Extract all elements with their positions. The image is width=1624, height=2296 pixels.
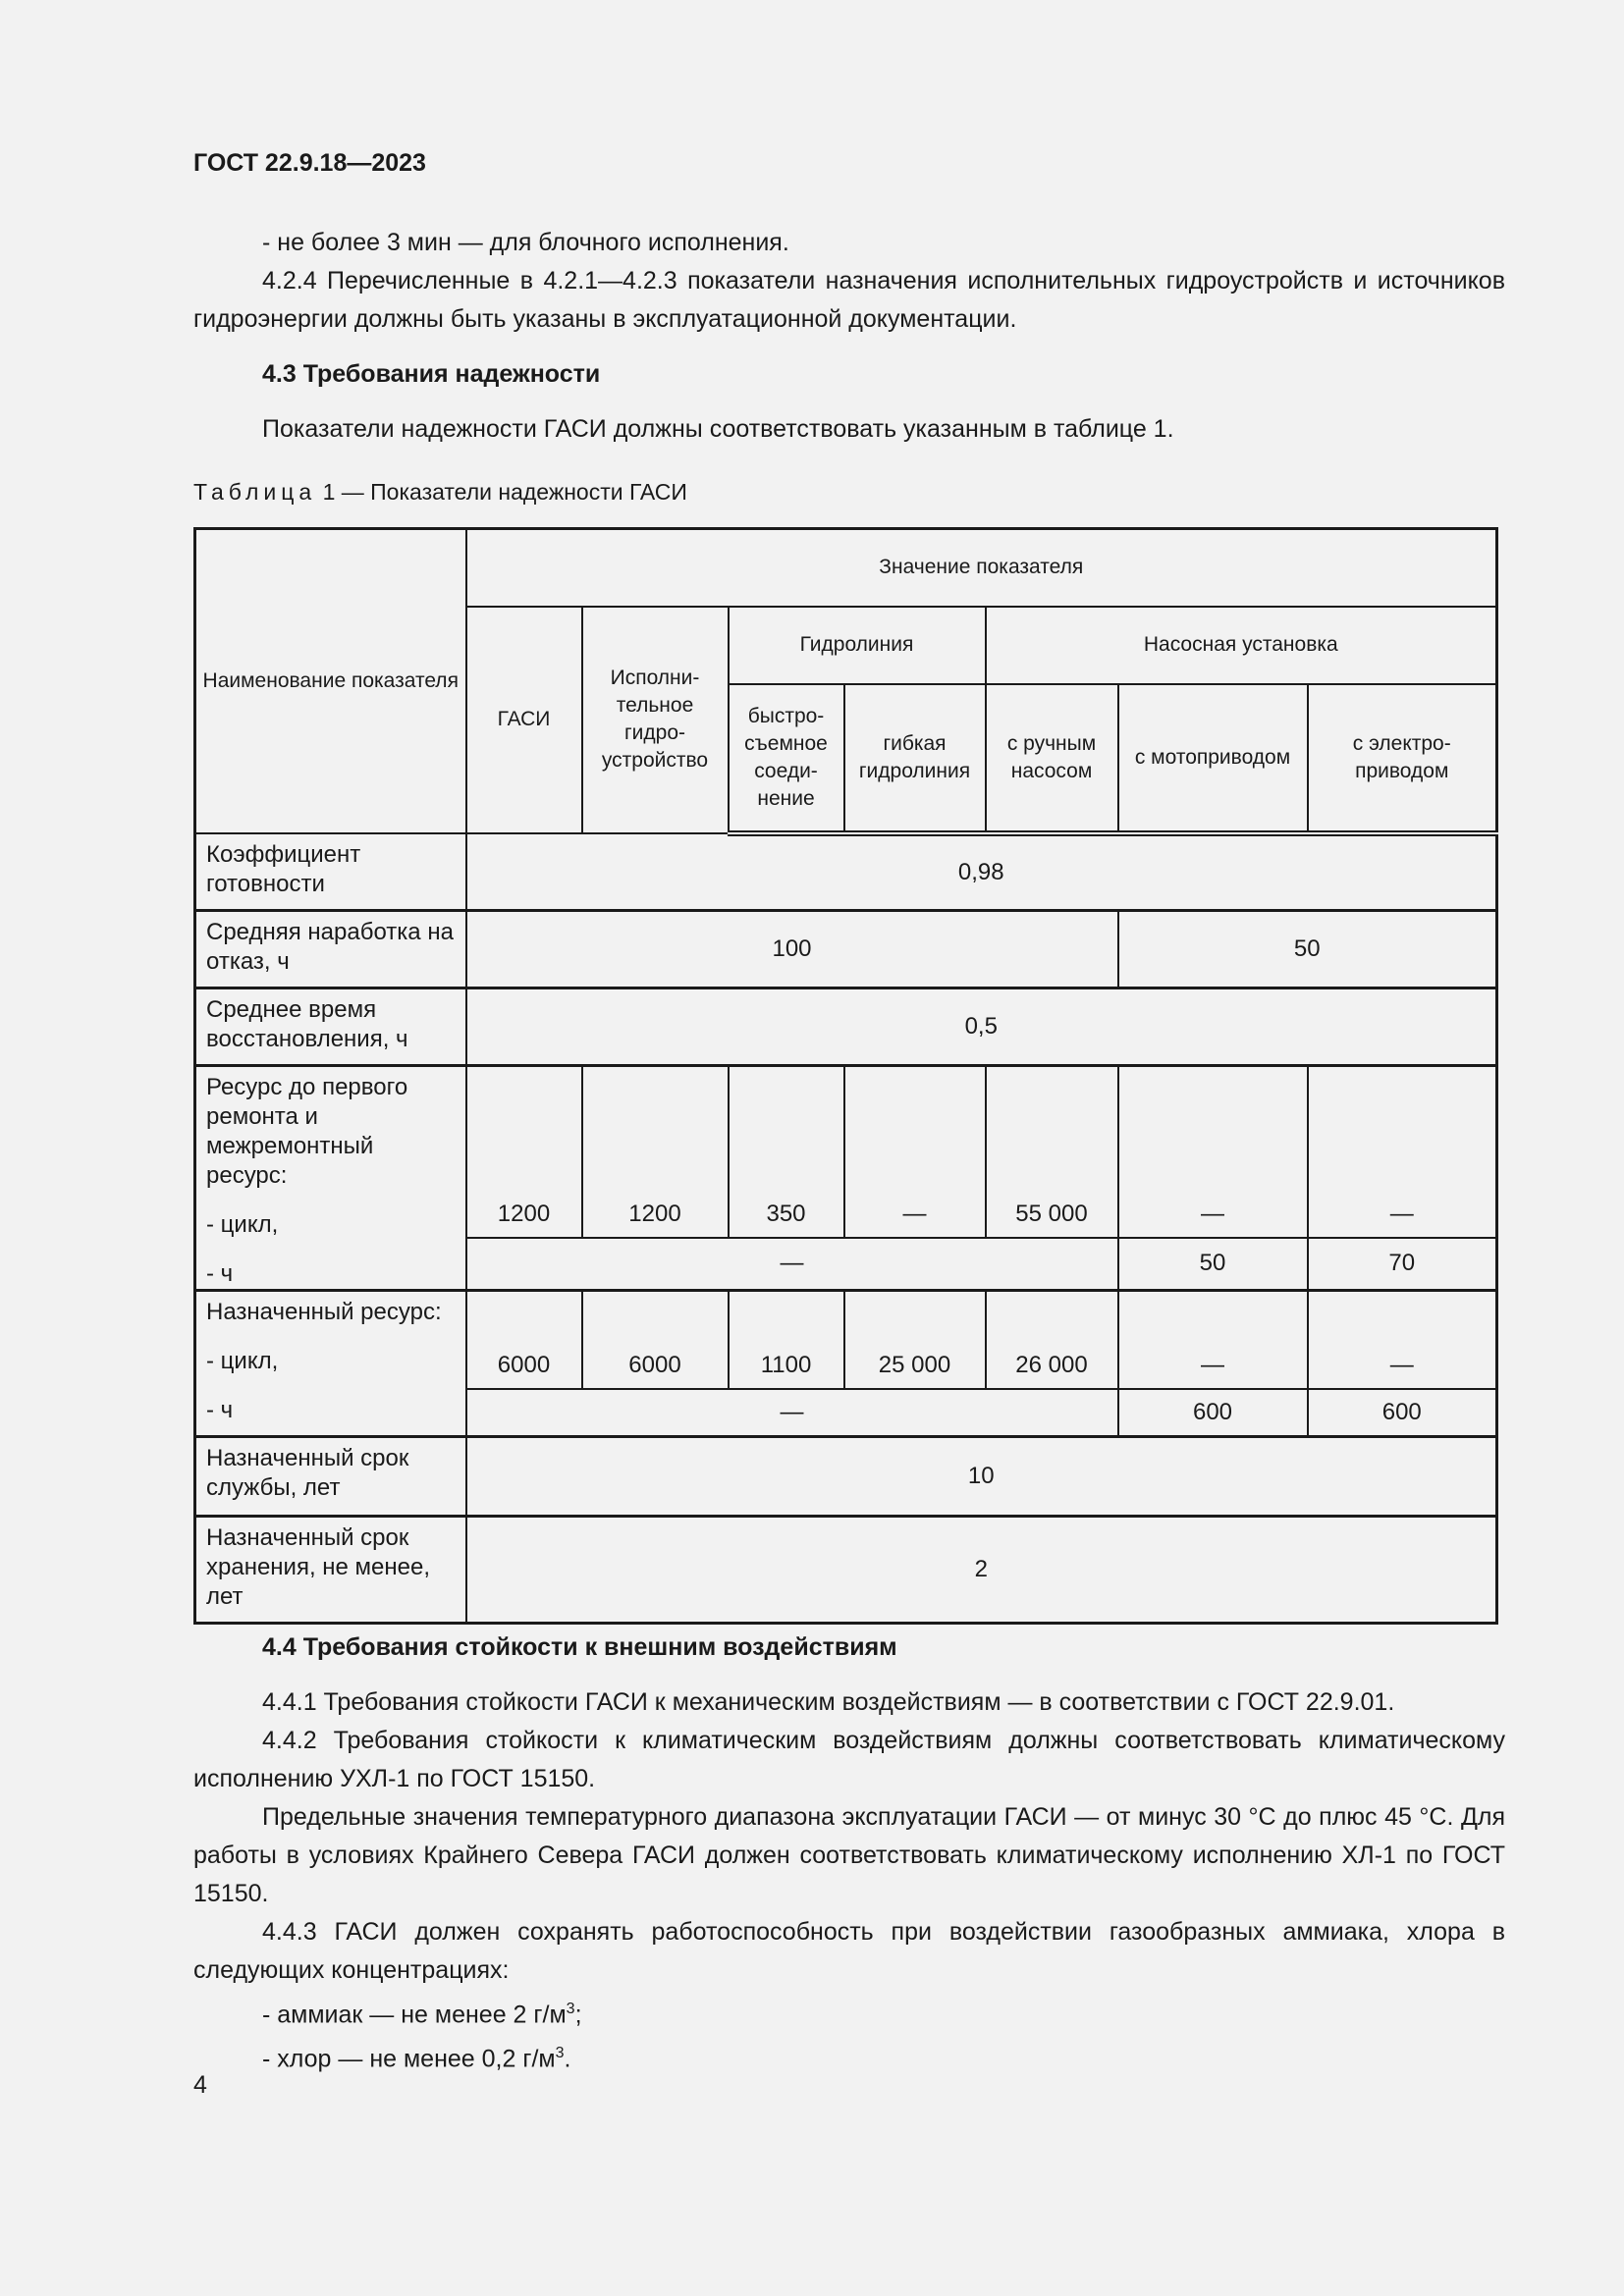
top-text: - не более 3 мин — для блочного исполнен… bbox=[193, 224, 1505, 449]
document-header: ГОСТ 22.9.18—2023 bbox=[193, 149, 426, 177]
row-label: Назначенный срок хранения, не менее, лет bbox=[193, 1515, 467, 1625]
cell: 0,98 bbox=[464, 831, 1498, 912]
header-hydroline: Гидролиния bbox=[727, 605, 987, 685]
table-row: Средняя наработка на отказ, ч 100 50 bbox=[193, 909, 1498, 989]
header-manual: с ручным насосом bbox=[984, 682, 1119, 836]
hours-label: - ч bbox=[206, 1260, 234, 1287]
header-motor: с мотоприводом bbox=[1116, 682, 1309, 836]
header-quick: быстро-съемное соеди-нение bbox=[727, 682, 845, 836]
row-label: Назначенный ресурс: - цикл, - ч bbox=[193, 1289, 467, 1438]
cell: — bbox=[464, 1236, 1119, 1292]
cell: 100 bbox=[464, 909, 1119, 989]
row-label: Средняя наработка на отказ, ч bbox=[193, 909, 467, 989]
cell: 26 000 bbox=[984, 1289, 1119, 1390]
paragraph-4-3: Показатели надежности ГАСИ должны соотве… bbox=[262, 415, 1174, 443]
cell: 2 bbox=[464, 1515, 1498, 1625]
cell: — bbox=[1116, 1289, 1309, 1390]
table-row: Среднее время восстановления, ч 0,5 bbox=[193, 987, 1498, 1067]
cell: 1200 bbox=[580, 1063, 730, 1239]
cell: 350 bbox=[727, 1063, 845, 1239]
reliability-table: Наименование показателя Значение показат… bbox=[193, 527, 1499, 1625]
cell: 600 bbox=[1306, 1387, 1498, 1438]
bullet-item: - не более 3 мин — для блочного исполнен… bbox=[262, 229, 789, 256]
row-label: Ресурс до первого ремонта и межремонтный… bbox=[193, 1064, 467, 1292]
header-name: Наименование показателя bbox=[193, 527, 467, 834]
cell: 0,5 bbox=[464, 987, 1498, 1067]
table-row: — 600 600 bbox=[195, 1387, 1498, 1438]
cell: — bbox=[1306, 1289, 1498, 1390]
paragraph-4-4-1: 4.4.1 Требования стойкости ГАСИ к механи… bbox=[262, 1688, 1395, 1716]
table-row: Коэффициент готовности 0,98 bbox=[193, 831, 1498, 912]
section-heading-4-3: 4.3 Требования надежности bbox=[262, 360, 601, 388]
paragraph-4-4-3: 4.4.3 ГАСИ должен сохранять работоспособ… bbox=[193, 1918, 1505, 1984]
bottom-text: 4.4 Требования стойкости к внешним возде… bbox=[193, 1629, 1505, 2079]
table-row: Назначенный срок хранения, не менее, лет… bbox=[193, 1515, 1498, 1625]
row-label: Назначенный срок службы, лет bbox=[193, 1435, 467, 1518]
table-row: — 50 70 bbox=[195, 1236, 1498, 1292]
bullet-ammonia: - аммиак — не менее 2 г/м3; bbox=[262, 2001, 582, 2029]
superscript: 3 bbox=[566, 2001, 575, 2017]
cell: 25 000 bbox=[842, 1289, 987, 1390]
cell: 1100 bbox=[727, 1289, 845, 1390]
cell: — bbox=[1116, 1063, 1309, 1239]
header-pump-unit: Насосная установка bbox=[984, 605, 1498, 685]
cell: 1200 bbox=[464, 1063, 583, 1239]
caption-word: Таблица bbox=[193, 479, 317, 505]
bullet-chlorine: - хлор — не менее 0,2 г/м3. bbox=[262, 2045, 571, 2073]
cell: 6000 bbox=[580, 1289, 730, 1390]
superscript: 3 bbox=[555, 2045, 565, 2062]
table-row: Назначенный ресурс: - цикл, - ч 6000 600… bbox=[193, 1289, 1498, 1438]
caption-title: 1 — Показатели надежности ГАСИ bbox=[316, 479, 687, 505]
label-text: Ресурс до первого ремонта и межремонтный… bbox=[206, 1074, 408, 1189]
cycle-label: - цикл, bbox=[206, 1211, 279, 1238]
label-text: Назначенный ресурс: bbox=[206, 1299, 442, 1325]
header-electric: с электро-приводом bbox=[1306, 682, 1498, 836]
cell: 6000 bbox=[464, 1289, 583, 1390]
cycle-label: - цикл, bbox=[206, 1348, 279, 1374]
row-label: Коэффициент готовности bbox=[193, 831, 467, 912]
table-row: Ресурс до первого ремонта и межремонтный… bbox=[193, 1063, 1498, 1292]
cell: — bbox=[842, 1063, 987, 1239]
cell: 50 bbox=[1116, 1236, 1309, 1292]
table-caption: Таблица 1 — Показатели надежности ГАСИ bbox=[193, 479, 687, 506]
cell: — bbox=[1306, 1063, 1498, 1239]
cell: 70 bbox=[1306, 1236, 1498, 1292]
section-heading-4-4: 4.4 Требования стойкости к внешним возде… bbox=[262, 1633, 897, 1661]
paragraph-4-4-2: 4.4.2 Требования стойкости к климатическ… bbox=[193, 1727, 1505, 1792]
header-gasi: ГАСИ bbox=[464, 605, 583, 834]
paragraph-4-2-4: 4.2.4 Перечисленные в 4.2.1—4.2.3 показа… bbox=[193, 267, 1505, 333]
cell: — bbox=[464, 1387, 1119, 1438]
cell: 50 bbox=[1116, 909, 1498, 989]
cell: 10 bbox=[464, 1435, 1498, 1518]
page-number: 4 bbox=[193, 2071, 207, 2099]
header-flexible: гибкая гидролиния bbox=[842, 682, 987, 836]
ammonia-text: - аммиак — не менее 2 г/м bbox=[262, 2001, 567, 2029]
paragraph-temperature: Предельные значения температурного диапа… bbox=[193, 1803, 1505, 1907]
chlorine-text: - хлор — не менее 0,2 г/м bbox=[262, 2045, 556, 2073]
header-value: Значение показателя bbox=[464, 527, 1498, 608]
row-label: Среднее время восстановления, ч bbox=[193, 987, 467, 1067]
header-actuator: Исполни-тельное гидро-устройство bbox=[580, 605, 730, 834]
cell: 55 000 bbox=[984, 1063, 1119, 1239]
cell: 600 bbox=[1116, 1387, 1309, 1438]
hours-label: - ч bbox=[206, 1397, 234, 1423]
table-row: Назначенный срок службы, лет 10 bbox=[193, 1435, 1498, 1518]
